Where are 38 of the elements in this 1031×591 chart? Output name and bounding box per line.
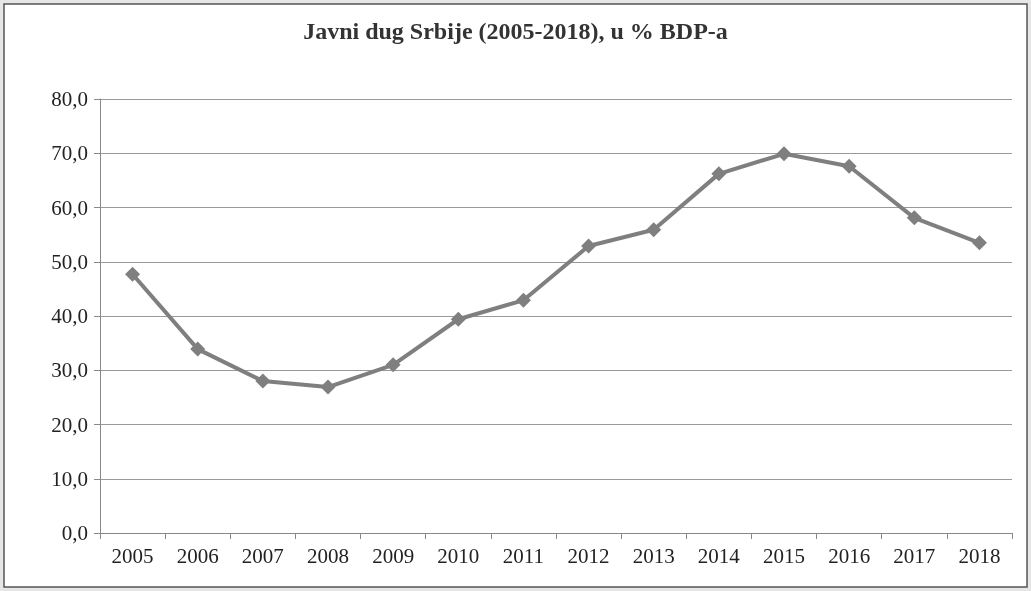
x-tick-label: 2014 bbox=[697, 543, 741, 568]
y-tick-label: 50,0 bbox=[51, 249, 88, 274]
point bbox=[646, 222, 662, 238]
point bbox=[450, 311, 466, 327]
point bbox=[971, 235, 987, 251]
point bbox=[841, 158, 857, 174]
point bbox=[385, 357, 401, 373]
point bbox=[906, 210, 922, 226]
chart-title: Javni dug Srbije (2005-2018), u % BDP-a bbox=[303, 18, 728, 44]
y-tick-label: 70,0 bbox=[51, 141, 88, 166]
point bbox=[125, 266, 141, 282]
x-tick-label: 2008 bbox=[307, 543, 349, 568]
y-tick-label: 20,0 bbox=[51, 412, 88, 437]
y-tick-label: 10,0 bbox=[51, 466, 88, 491]
y-tick-label: 30,0 bbox=[51, 358, 88, 383]
x-tick-label: 2015 bbox=[763, 543, 805, 568]
x-tick-label: 2010 bbox=[437, 543, 480, 568]
point bbox=[515, 292, 531, 308]
x-tick-label: 2017 bbox=[893, 543, 936, 568]
y-tick-label: 80,0 bbox=[51, 87, 88, 111]
y-tick-label: 40,0 bbox=[51, 304, 88, 328]
x-tick-label: 2018 bbox=[958, 543, 1001, 568]
y-tick-label: 60,0 bbox=[51, 195, 88, 220]
y-tick-label: 0,0 bbox=[61, 521, 88, 545]
x-tick-label: 2011 bbox=[502, 543, 545, 568]
x-tick-label: 2016 bbox=[828, 543, 871, 568]
point bbox=[581, 238, 597, 254]
point bbox=[320, 379, 336, 395]
x-tick-label: 2006 bbox=[176, 543, 219, 568]
x-tick-label: 2013 bbox=[632, 543, 675, 568]
x-tick-label: 2012 bbox=[567, 543, 610, 568]
point bbox=[711, 166, 727, 182]
x-tick-label: 2005 bbox=[111, 543, 154, 568]
x-tick-label: 2009 bbox=[372, 543, 415, 568]
point bbox=[190, 341, 206, 357]
point bbox=[776, 146, 792, 162]
point bbox=[255, 373, 271, 389]
x-tick-label: 2007 bbox=[241, 543, 284, 568]
